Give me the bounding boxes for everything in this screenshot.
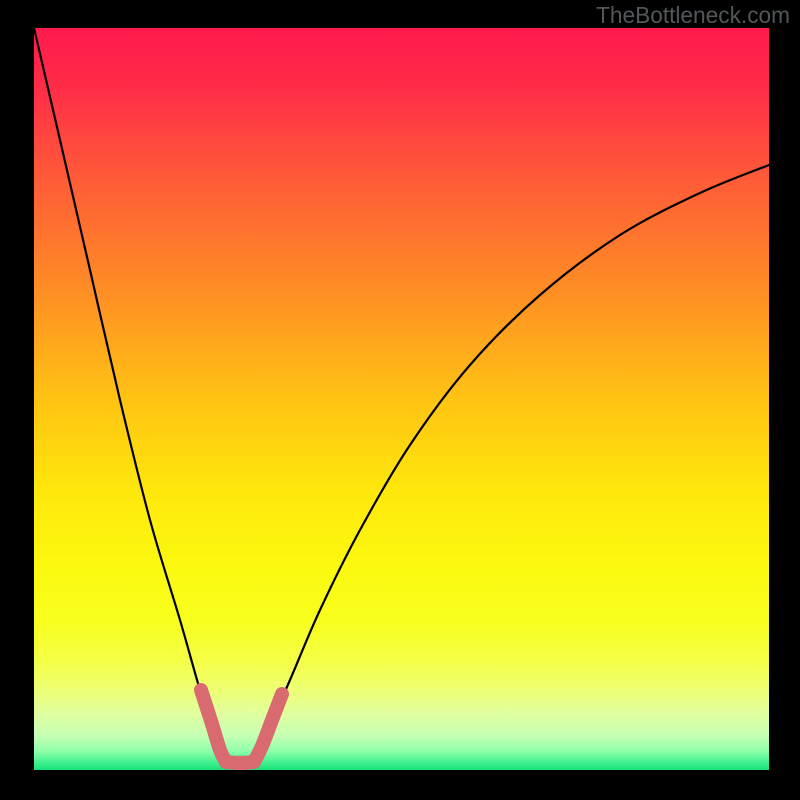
chart-svg — [0, 0, 800, 800]
chart-canvas: TheBottleneck.com — [0, 0, 800, 800]
plot-background — [34, 28, 769, 770]
